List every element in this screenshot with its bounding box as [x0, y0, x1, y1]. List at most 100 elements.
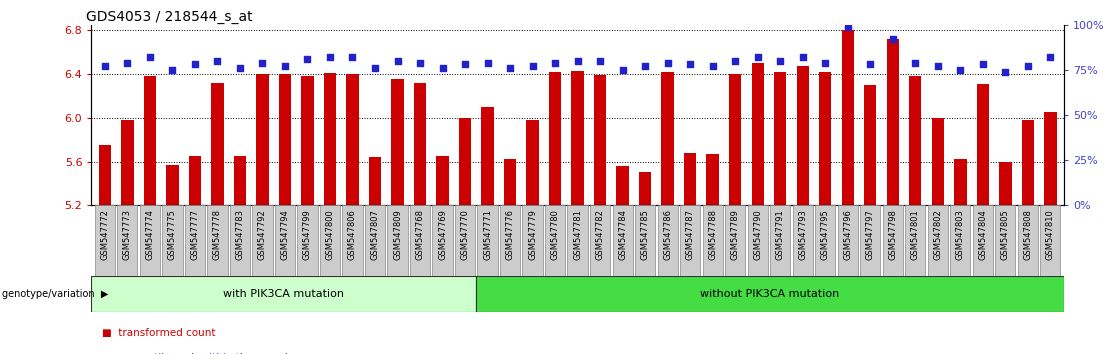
Bar	[887, 39, 899, 205]
FancyBboxPatch shape	[1018, 205, 1038, 276]
Bar	[121, 120, 134, 205]
Text: GSM547777: GSM547777	[190, 209, 199, 260]
Text: GSM547804: GSM547804	[978, 209, 987, 259]
Point	[771, 58, 789, 64]
Bar	[931, 118, 944, 205]
Bar	[684, 153, 696, 205]
Bar	[166, 165, 178, 205]
Bar	[324, 73, 336, 205]
Text: GSM547776: GSM547776	[506, 209, 515, 260]
FancyBboxPatch shape	[928, 205, 948, 276]
FancyBboxPatch shape	[500, 205, 520, 276]
Bar	[369, 157, 381, 205]
Bar	[841, 30, 854, 205]
Text: GSM547782: GSM547782	[596, 209, 605, 260]
FancyBboxPatch shape	[320, 205, 340, 276]
Text: GSM547771: GSM547771	[483, 209, 492, 260]
Bar	[234, 156, 246, 205]
Text: GSM547788: GSM547788	[709, 209, 717, 260]
Text: GSM547797: GSM547797	[866, 209, 874, 260]
Text: GSM547781: GSM547781	[573, 209, 583, 260]
Text: with PIK3CA mutation: with PIK3CA mutation	[223, 289, 344, 299]
FancyBboxPatch shape	[410, 205, 430, 276]
Text: GSM547772: GSM547772	[100, 209, 109, 260]
Point	[321, 55, 339, 60]
Bar	[188, 156, 202, 205]
Bar	[437, 156, 449, 205]
Bar	[752, 63, 764, 205]
FancyBboxPatch shape	[1040, 205, 1061, 276]
Point	[996, 69, 1014, 75]
Bar	[504, 159, 516, 205]
Point	[749, 55, 766, 60]
Point	[974, 62, 991, 67]
Text: GSM547809: GSM547809	[393, 209, 402, 259]
FancyBboxPatch shape	[815, 205, 836, 276]
Point	[343, 55, 361, 60]
Bar	[144, 76, 156, 205]
FancyBboxPatch shape	[455, 205, 476, 276]
Text: genotype/variation  ▶: genotype/variation ▶	[2, 289, 108, 299]
Text: GSM547790: GSM547790	[753, 209, 762, 259]
Point	[636, 63, 654, 69]
FancyBboxPatch shape	[657, 205, 677, 276]
FancyBboxPatch shape	[365, 205, 385, 276]
Point	[726, 58, 744, 64]
FancyBboxPatch shape	[590, 205, 610, 276]
FancyBboxPatch shape	[476, 276, 1064, 312]
Point	[546, 60, 564, 65]
FancyBboxPatch shape	[567, 205, 588, 276]
Text: GSM547795: GSM547795	[821, 209, 830, 259]
FancyBboxPatch shape	[478, 205, 498, 276]
Bar	[909, 76, 921, 205]
Point	[524, 63, 541, 69]
FancyBboxPatch shape	[275, 205, 295, 276]
Bar	[571, 71, 584, 205]
FancyBboxPatch shape	[139, 205, 160, 276]
Bar	[954, 159, 967, 205]
Text: GSM547787: GSM547787	[686, 209, 695, 260]
FancyBboxPatch shape	[906, 205, 926, 276]
Text: GSM547789: GSM547789	[731, 209, 740, 260]
Text: GSM547801: GSM547801	[911, 209, 920, 259]
Text: GSM547803: GSM547803	[956, 209, 965, 260]
Bar	[594, 75, 606, 205]
Point	[839, 24, 857, 29]
Bar	[1022, 120, 1034, 205]
Point	[118, 60, 136, 65]
Bar	[301, 76, 314, 205]
Point	[907, 60, 925, 65]
FancyBboxPatch shape	[770, 205, 790, 276]
Text: GSM547802: GSM547802	[934, 209, 942, 259]
Point	[682, 62, 700, 67]
Point	[1019, 63, 1037, 69]
Point	[141, 55, 159, 60]
Text: GSM547778: GSM547778	[213, 209, 222, 260]
FancyBboxPatch shape	[680, 205, 701, 276]
FancyBboxPatch shape	[950, 205, 970, 276]
FancyBboxPatch shape	[95, 205, 115, 276]
Bar	[391, 80, 403, 205]
Bar	[549, 72, 561, 205]
Bar	[999, 161, 1012, 205]
Point	[389, 58, 407, 64]
Point	[658, 60, 676, 65]
Bar	[212, 83, 224, 205]
Bar	[662, 72, 674, 205]
Text: GDS4053 / 218544_s_at: GDS4053 / 218544_s_at	[87, 10, 253, 24]
FancyBboxPatch shape	[725, 205, 745, 276]
Bar	[459, 118, 471, 205]
Point	[794, 55, 812, 60]
Text: GSM547810: GSM547810	[1046, 209, 1055, 259]
Bar	[346, 74, 359, 205]
Text: ■  percentile rank within the sample: ■ percentile rank within the sample	[102, 353, 294, 354]
FancyBboxPatch shape	[635, 205, 655, 276]
Bar	[864, 85, 877, 205]
Bar	[797, 66, 809, 205]
Text: GSM547779: GSM547779	[528, 209, 537, 260]
Point	[929, 63, 947, 69]
Text: GSM547786: GSM547786	[663, 209, 672, 260]
Point	[96, 63, 114, 69]
Text: GSM547792: GSM547792	[258, 209, 267, 259]
Text: GSM547808: GSM547808	[1024, 209, 1033, 260]
